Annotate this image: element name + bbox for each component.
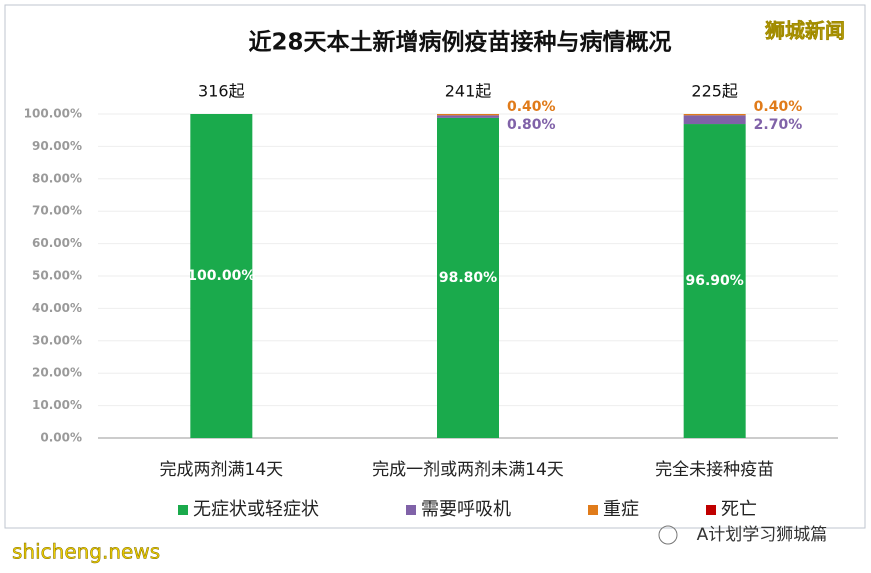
- watermark: shicheng.news: [12, 540, 160, 564]
- bar-segment: [683, 115, 746, 125]
- wechat-icon: [658, 525, 678, 545]
- y-tick-label: 50.00%: [32, 269, 82, 283]
- chart-title: 近28天本土新增病例疫苗接种与病情概况: [248, 29, 671, 56]
- x-tick-label: 完成两剂满14天: [160, 460, 284, 480]
- x-tick-label: 完成一剂或两剂未满14天: [372, 460, 564, 480]
- legend-swatch: [406, 505, 416, 515]
- y-tick-label: 80.00%: [32, 171, 82, 185]
- total-label: 316起: [198, 82, 245, 101]
- legend-label: 重症: [603, 499, 639, 520]
- bar-segment: [683, 124, 746, 438]
- total-label: 225起: [691, 82, 738, 101]
- y-tick-label: 100.00%: [24, 107, 82, 121]
- data-label: 96.90%: [686, 273, 744, 289]
- legend-swatch: [178, 505, 188, 515]
- legend-swatch: [706, 505, 716, 515]
- bar-segment: [437, 114, 499, 116]
- x-tick-label: 完全未接种疫苗: [655, 460, 774, 480]
- y-tick-label: 10.00%: [32, 398, 82, 412]
- total-label: 241起: [445, 82, 492, 101]
- bar-segment: [437, 117, 499, 438]
- bar-segment: [190, 114, 253, 438]
- y-tick-label: 60.00%: [32, 236, 82, 250]
- data-label: 98.80%: [439, 270, 497, 286]
- y-tick-label: 30.00%: [32, 333, 82, 347]
- data-label: 2.70%: [754, 117, 803, 133]
- data-label: 100.00%: [187, 268, 255, 284]
- legend-swatch: [588, 505, 598, 515]
- legend-label: 无症状或轻症状: [193, 499, 319, 520]
- y-tick-label: 70.00%: [32, 204, 82, 218]
- y-tick-label: 90.00%: [32, 139, 82, 153]
- y-tick-label: 40.00%: [32, 301, 82, 315]
- data-label: 0.80%: [507, 117, 556, 133]
- legend-label: 死亡: [721, 499, 757, 520]
- bar-segment: [683, 114, 746, 116]
- legend-label: 需要呼吸机: [421, 499, 511, 520]
- watermark: A计划学习狮城篇: [697, 525, 828, 545]
- bar-segment: [437, 115, 499, 118]
- y-tick-label: 0.00%: [40, 431, 82, 445]
- y-tick-label: 20.00%: [32, 366, 82, 380]
- data-label: 0.40%: [754, 99, 803, 115]
- watermark: 狮城新闻: [765, 19, 845, 43]
- data-label: 0.40%: [507, 99, 556, 115]
